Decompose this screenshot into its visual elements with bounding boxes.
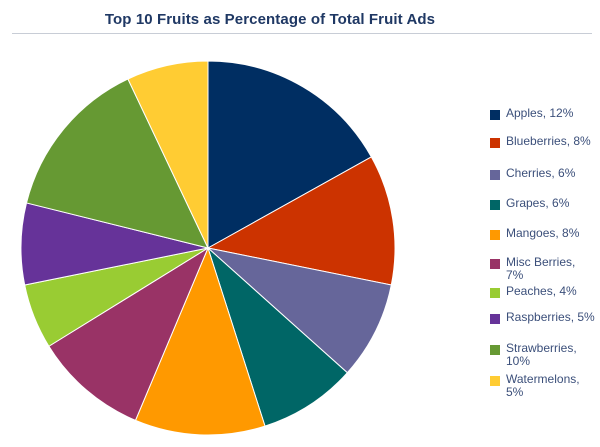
legend-label: Peaches, 4% [506, 284, 577, 298]
legend-label: Raspberries, 5% [506, 310, 595, 324]
title-divider [12, 33, 592, 34]
legend-swatch [490, 138, 500, 148]
pie-slice-mangoes [134, 246, 266, 436]
legend-item-raspberries: Raspberries, 5% [490, 311, 596, 324]
legend-item-apples: Apples, 12% [490, 107, 596, 120]
legend-item-mangoes: Mangoes, 8% [490, 227, 596, 240]
pie-slice-grapes [206, 246, 349, 427]
legend-swatch [490, 110, 500, 120]
legend-label: Watermelons, 5% [506, 372, 580, 399]
legend-item-strawberries: Strawberries, 10% [490, 342, 596, 368]
legend-label: Apples, 12% [506, 106, 574, 120]
pie-slice-blueberries [206, 156, 396, 286]
legend-swatch [490, 376, 500, 386]
pie-slice-strawberries [25, 78, 209, 249]
legend-label: Cherries, 6% [506, 166, 576, 180]
legend-label: Blueberries, 8% [506, 134, 591, 148]
legend-label: Misc Berries, 7% [506, 255, 576, 282]
legend-item-peaches: Peaches, 4% [490, 285, 596, 298]
legend-swatch [490, 314, 500, 324]
pie-slice-apples [207, 60, 372, 249]
chart-title: Top 10 Fruits as Percentage of Total Fru… [104, 11, 436, 28]
legend-item-grapes: Grapes, 6% [490, 197, 596, 210]
pie-slice-watermelons [127, 60, 209, 249]
legend-label: Grapes, 6% [506, 196, 570, 210]
legend-item-misc-berries: Misc Berries, 7% [490, 256, 596, 282]
pie-slices [20, 60, 396, 436]
legend-swatch [490, 200, 500, 210]
legend-swatch [490, 345, 500, 355]
legend-label: Strawberries, 10% [506, 341, 577, 368]
legend-swatch [490, 259, 500, 269]
legend-swatch [490, 170, 500, 180]
pie-slice-cherries [206, 247, 392, 374]
legend-swatch [490, 230, 500, 240]
legend-label: Mangoes, 8% [506, 226, 580, 240]
legend-item-blueberries: Blueberries, 8% [490, 135, 596, 148]
legend-swatch [490, 288, 500, 298]
legend-item-cherries: Cherries, 6% [490, 167, 596, 180]
pie-slice-misc-berries [48, 246, 210, 422]
legend-item-watermelons: Watermelons, 5% [490, 373, 596, 399]
